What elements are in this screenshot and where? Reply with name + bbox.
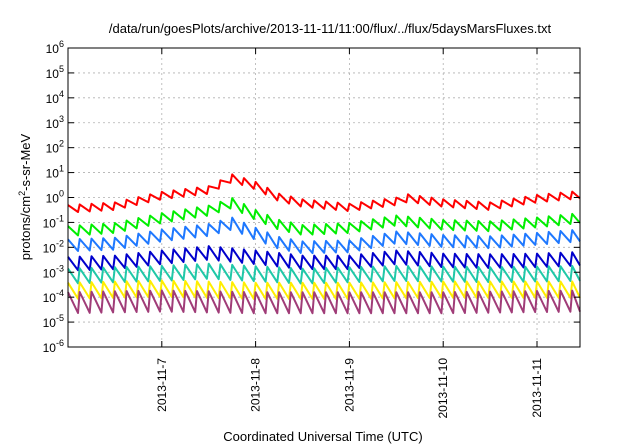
x-axis: 2013-11-7 2013-11-8 2013-11-9 2013-11-10 201… <box>155 48 544 419</box>
x-tick-label: 2013-11-10 <box>436 358 450 419</box>
series-line-1 <box>67 173 581 213</box>
y-tick-label: 10-4 <box>43 288 64 305</box>
x-axis-label: Coordinated Universal Time (UTC) <box>223 429 422 444</box>
x-tick-label: 2013-11-7 <box>155 358 169 412</box>
series-line-4 <box>67 245 581 272</box>
y-tick-label: 101 <box>46 164 64 181</box>
series-line-5 <box>67 262 581 285</box>
y-tick-label: 104 <box>46 89 64 106</box>
y-axis: 10-6 10-5 10-4 10-3 10-2 10-1 100 101 102 103 104 1… <box>43 39 580 355</box>
x-tick-label: 2013-11-8 <box>249 358 263 412</box>
series-group <box>67 173 581 315</box>
y-tick-label: 10-3 <box>43 263 64 280</box>
y-tick-label: 100 <box>46 189 64 206</box>
y-tick-label: 10-6 <box>43 338 64 355</box>
series-line-2 <box>67 197 581 237</box>
y-tick-label: 105 <box>46 64 64 81</box>
y-tick-label: 102 <box>46 139 64 156</box>
y-tick-label: 10-1 <box>43 213 64 230</box>
series-line-3 <box>67 216 581 255</box>
y-tick-label: 106 <box>46 39 64 56</box>
x-tick-label: 2013-11-9 <box>342 358 356 412</box>
series-line-6 <box>67 279 581 300</box>
y-axis-label: protons/cm2-s-sr-MeV <box>17 133 33 260</box>
series-line-7 <box>67 289 581 315</box>
chart-title: /data/run/goesPlots/archive/2013-11-11/1… <box>109 21 552 36</box>
y-tick-label: 10-5 <box>43 313 64 330</box>
x-tick-label: 2013-11-11 <box>530 358 544 418</box>
y-tick-label: 103 <box>46 114 64 131</box>
y-tick-label: 10-2 <box>43 238 64 255</box>
